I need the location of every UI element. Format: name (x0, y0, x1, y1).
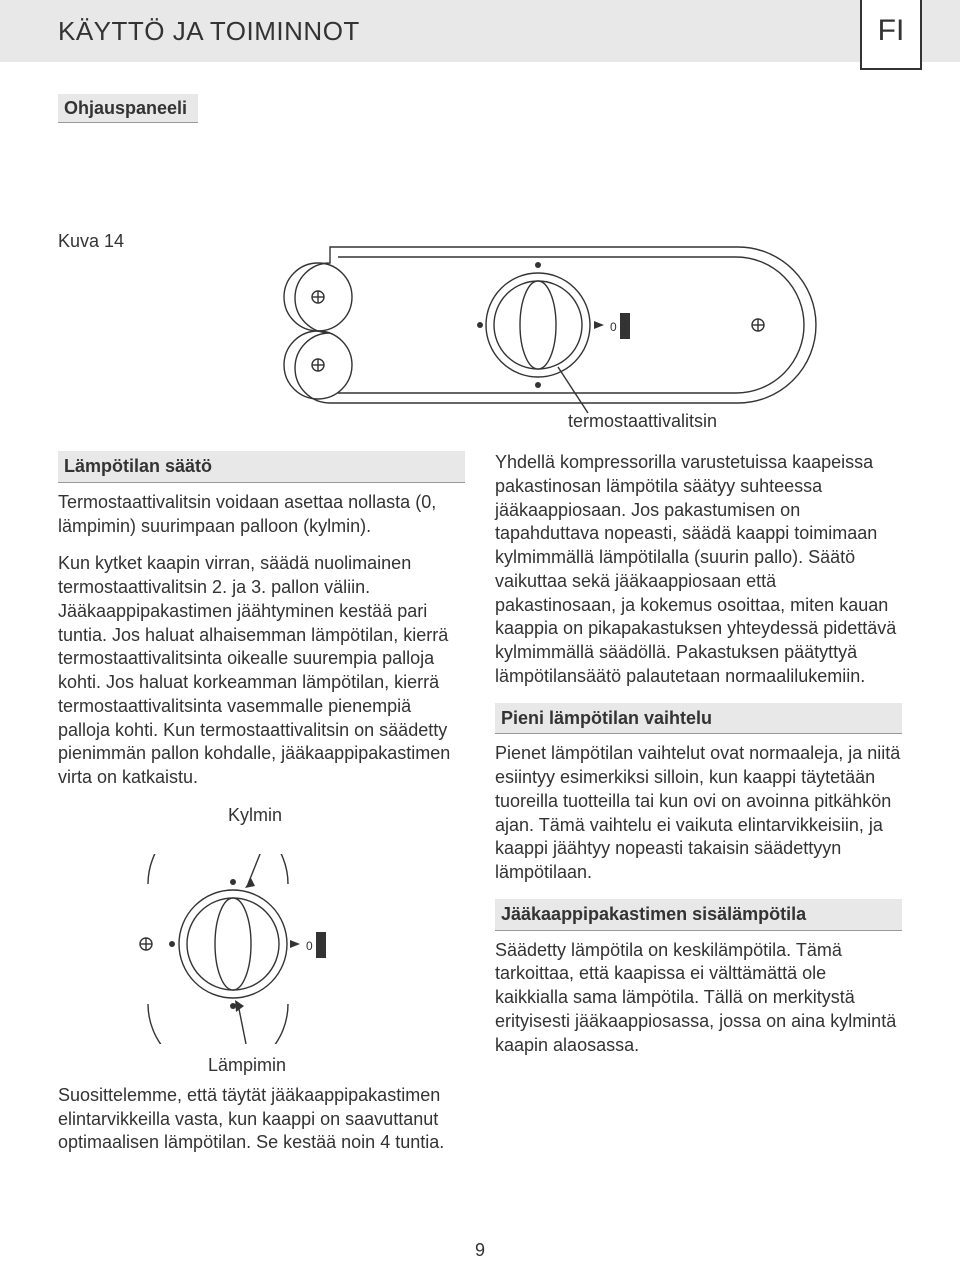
left-column: Lämpötilan säätö Termostaattivalitsin vo… (58, 451, 465, 1169)
control-panel-diagram: 0 (258, 237, 828, 417)
control-panel-figure: Kuva 14 (58, 231, 902, 441)
label-coldest: Kylmin (228, 804, 282, 828)
thermostat-caption: termostaattivalitsin (568, 411, 717, 432)
svg-text:0: 0 (610, 320, 617, 334)
page-number: 9 (0, 1240, 960, 1261)
header-bar: KÄYTTÖ JA TOIMINNOT FI (0, 0, 960, 62)
body-text: Termostaattivalitsin voidaan asettaa nol… (58, 491, 465, 539)
section-small-variation: Pieni lämpötilan vaihtelu (495, 703, 902, 735)
body-text: Kun kytket kaapin virran, säädä nuolimai… (58, 552, 465, 790)
thermostat-dial-diagram: 0 (138, 854, 398, 1044)
section-control-panel: Ohjauspaneeli (58, 94, 198, 123)
label-warmest: Lämpimin (208, 1054, 286, 1078)
thermostat-dial-figure: Kylmin (58, 804, 465, 1084)
section-internal-temp: Jääkaappipakastimen sisälämpötila (495, 899, 902, 931)
svg-text:0: 0 (306, 939, 313, 953)
page-content: Ohjauspaneeli Kuva 14 (0, 62, 960, 1169)
right-column: Yhdellä kompressorilla varustetuissa kaa… (495, 451, 902, 1169)
section-temp-adjust: Lämpötilan säätö (58, 451, 465, 483)
body-text: Pienet lämpötilan vaihtelut ovat normaal… (495, 742, 902, 885)
body-text: Suosittelemme, että täytät jääkaappipaka… (58, 1084, 465, 1155)
language-badge: FI (860, 0, 922, 70)
body-text: Yhdellä kompressorilla varustetuissa kaa… (495, 451, 902, 689)
body-text: Säädetty lämpötila on keskilämpötila. Tä… (495, 939, 902, 1058)
page-title: KÄYTTÖ JA TOIMINNOT (58, 16, 360, 47)
two-column-body: Lämpötilan säätö Termostaattivalitsin vo… (58, 451, 902, 1169)
